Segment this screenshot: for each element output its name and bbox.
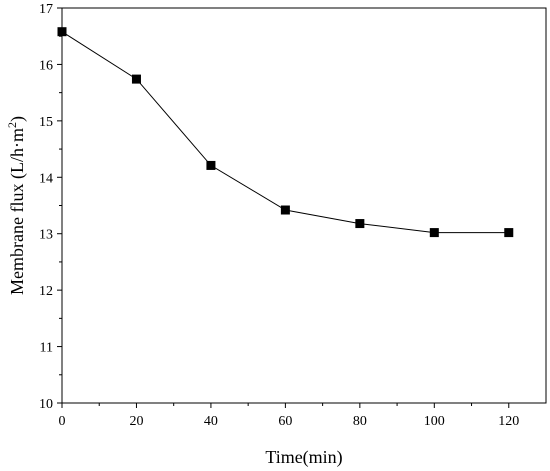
- y-tick-label: 15: [39, 115, 53, 130]
- data-point: [57, 27, 67, 37]
- x-tick-label: 20: [129, 414, 143, 429]
- data-point: [504, 228, 514, 238]
- y-axis-title-close: ): [7, 116, 28, 122]
- data-point: [206, 160, 216, 170]
- y-tick-label: 14: [39, 171, 53, 186]
- x-tick-label: 40: [204, 414, 218, 429]
- y-tick-label: 13: [39, 228, 53, 243]
- y-axis-title: Membrane flux (L/h·m2): [5, 116, 28, 295]
- y-tick-label: 17: [39, 2, 53, 17]
- data-point: [131, 74, 141, 84]
- y-tick-label: 10: [39, 397, 53, 412]
- y-tick-label: 12: [39, 284, 53, 299]
- y-axis-title-superscript: 2: [5, 122, 19, 128]
- y-tick-labels: 10 11 12 13 14 15 16 17: [39, 2, 53, 412]
- x-tick-label: 80: [353, 414, 367, 429]
- x-axis-title: Time(min): [265, 447, 342, 468]
- x-tick-label: 60: [278, 414, 292, 429]
- data-point: [429, 228, 439, 238]
- y-tick-label: 11: [40, 341, 53, 356]
- x-tick-labels: 0 20 40 60 80 100 120: [59, 414, 520, 429]
- series-line: [61, 31, 509, 234]
- y-tick-label: 16: [39, 58, 53, 73]
- series-points: [57, 27, 514, 238]
- x-tick-label: 120: [498, 414, 519, 429]
- x-tick-label: 0: [59, 414, 66, 429]
- data-point: [280, 205, 290, 215]
- x-tick-label: 100: [424, 414, 445, 429]
- major-ticks: [57, 7, 510, 408]
- plot-frame: [61, 7, 547, 404]
- data-point: [355, 219, 365, 229]
- y-axis-title-text: Membrane flux (L/h·m: [7, 128, 28, 295]
- minor-ticks: [59, 35, 473, 406]
